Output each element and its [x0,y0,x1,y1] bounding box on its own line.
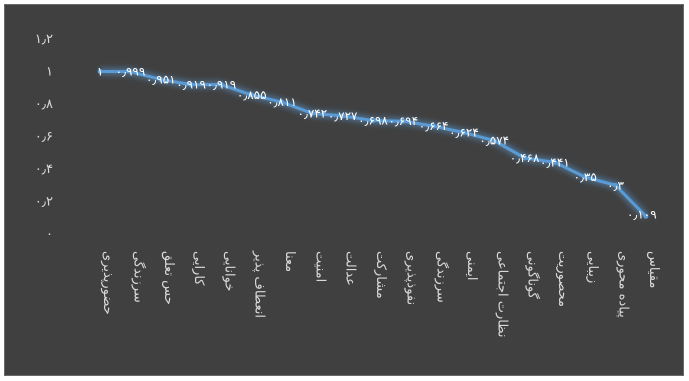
data-label: ۰٫۳ [607,178,624,192]
x-tick-label: نفوذپذیری [403,251,418,305]
data-point [613,182,619,188]
x-tick-label: سرزندگی [130,251,146,303]
data-point [582,174,588,180]
data-label: ۰٫۹۵۱ [146,72,176,86]
data-point [309,110,315,116]
data-label: ۰٫۶۹۸ [358,114,388,128]
x-tick-label: مقیاس [646,251,661,288]
data-point [97,69,103,74]
data-point [158,76,164,82]
data-label: ۰٫۵۷۴ [479,134,509,148]
x-tick-label: زیبایی [585,251,600,283]
x-tick-label: امنیت [312,251,327,282]
data-point [279,99,285,105]
data-label: ۰٫۳۵ [574,170,597,184]
data-point [400,118,406,124]
data-point [491,138,497,144]
x-tick-label: مشارکت [373,251,388,299]
y-tick-label: ۰ [46,227,53,242]
data-label: ۰٫۹۱۹ [176,78,206,92]
series-line-glow [100,68,649,219]
x-tick-label: عدالت [343,251,358,286]
data-point [218,82,224,88]
data-point [188,82,194,88]
data-point [370,118,376,124]
data-label: ۰٫۱۰۹ [627,207,657,221]
x-tick-label: گوناگونی [525,251,541,300]
y-tick-label: ۱ [46,65,53,80]
x-tick-label: محصوریت [555,251,570,307]
data-point [340,113,346,119]
x-tick-label: کارایی [191,251,206,286]
data-label: ۰٫۹۹۹ [116,65,146,79]
x-tick-label: پیاده محوری [616,251,631,318]
x-tick-label: ایمنی [464,251,479,281]
x-axis: حضورپذیری سرزندگی حس تعلق کارایی خوانایی انعط… [100,250,661,338]
data-point [552,159,558,165]
data-label: ۰٫۸۱۱ [267,95,297,109]
y-tick-label: ۰٫۴ [35,162,53,177]
data-label: ۰٫۴۶۸ [510,151,540,165]
y-tick-label: ۰٫۶ [35,130,53,145]
y-tick-label: ۰٫۲ [35,195,53,210]
data-label: ۱ [97,65,103,79]
data-point [431,123,437,129]
y-axis: ۰ ۰٫۲ ۰٫۴ ۰٫۶ ۰٫۸ ۱ ۱٫۲ [35,32,53,242]
x-tick-label: انعطاف پذیر [252,250,267,318]
data-label: ۰٫۹۱۹ [207,78,237,92]
x-tick-label: سرزندگی [434,251,450,303]
data-label: ۰٫۶۲۴ [449,126,479,140]
data-label: ۰٫۶۹۴ [388,114,418,128]
x-tick-label: حضورپذیری [100,251,115,315]
data-point [643,213,649,219]
data-label: ۰٫۴۴۱ [540,155,570,169]
y-tick-label: ۰٫۸ [35,97,53,112]
data-label: ۰٫۷۴۲ [298,106,328,120]
data-point [522,155,528,161]
data-label: ۰٫۸۵۵ [237,88,267,102]
series-line-group [97,69,649,219]
chart-area: ۰ ۰٫۲ ۰٫۴ ۰٫۶ ۰٫۸ ۱ ۱٫۲ ۱ ۰٫۹۹۹ ۰٫۹۵۱ ۰٫۹۱۹ ۰٫۹۱۹ ۰… [4,4,684,376]
data-label: ۰٫۶۶۴ [419,119,449,133]
data-point [249,92,255,98]
x-tick-label: خوانایی [221,251,236,291]
y-tick-label: ۱٫۲ [35,32,53,47]
data-point [461,130,467,136]
x-tick-label: نظارت اجتماعی [494,251,509,338]
series-line-shadow [100,68,649,219]
data-point [127,69,133,75]
x-tick-label: معنا [282,251,297,272]
series-line [98,70,648,218]
data-label: ۰٫۷۲۷ [328,109,358,123]
x-tick-label: حس تعلق [161,251,176,305]
